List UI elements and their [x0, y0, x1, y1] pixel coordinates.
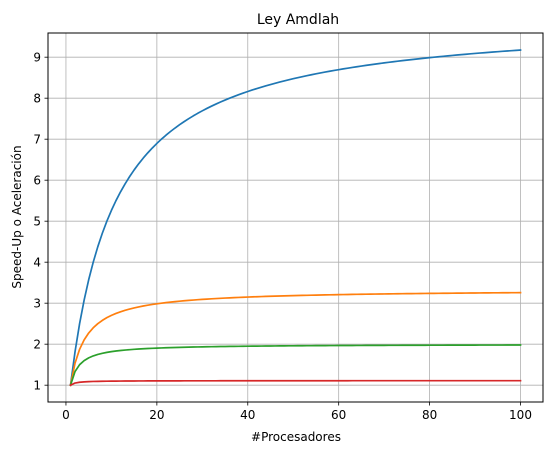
x-tick-label: 80 — [422, 408, 437, 422]
x-tick-label: 40 — [240, 408, 255, 422]
y-axis: 1 2 3 4 5 6 7 8 9 — [33, 50, 48, 392]
series-group — [69, 49, 522, 387]
x-axis: 0 20 40 60 80 100 — [62, 402, 532, 422]
y-tick-label: 7 — [33, 132, 41, 146]
x-tick-label: 60 — [331, 408, 346, 422]
x-tick-label: 0 — [62, 408, 70, 422]
y-tick-label: 4 — [33, 255, 41, 269]
y-tick-label: 5 — [33, 214, 41, 228]
x-tick-label: 100 — [509, 408, 532, 422]
series-line-3 — [69, 344, 522, 387]
y-tick-label: 3 — [33, 296, 41, 310]
series-line-1 — [69, 49, 522, 387]
y-tick-label: 8 — [33, 91, 41, 105]
series-line-4 — [69, 379, 522, 387]
y-tick-label: 9 — [33, 50, 41, 64]
chart-title: Ley Amdlah — [257, 12, 339, 28]
grid — [48, 33, 543, 402]
plot-frame — [47, 32, 544, 403]
series-line-2 — [69, 291, 522, 387]
y-tick-label: 6 — [33, 173, 41, 187]
y-axis-title: Speed-Up o Aceleración — [10, 145, 24, 288]
y-tick-label: 1 — [33, 378, 41, 392]
x-tick-label: 20 — [149, 408, 164, 422]
y-tick-label: 2 — [33, 337, 41, 351]
x-axis-title: #Procesadores — [251, 430, 341, 444]
